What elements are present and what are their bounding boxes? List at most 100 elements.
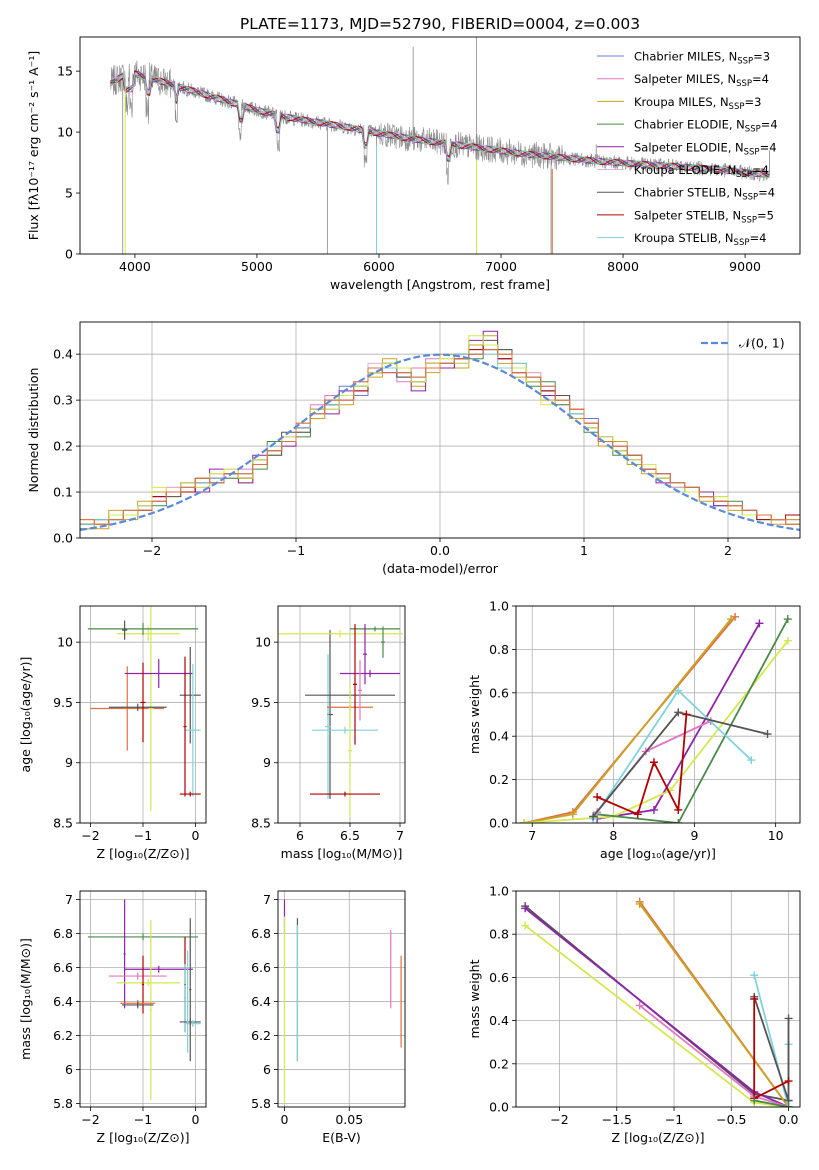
x-tick-label: 8 [609,828,617,843]
error-bar-point [124,659,193,688]
axes-frame [515,605,801,824]
error-bar-point [340,669,400,678]
error-bar-point [108,703,167,711]
axes-frame [515,890,801,1108]
y-tick-label: 9.5 [53,695,73,710]
error-bar-point [123,899,126,1009]
error-bar-point [140,662,146,743]
error-bar-point [87,622,199,635]
legend-label: Chabrier MILES, NSSP=3 [634,50,770,67]
y-tick-label: 8.5 [251,816,271,831]
error-bar-point [348,684,352,817]
legend-label: Chabrier ELODIE, NSSP=4 [634,118,778,135]
weight-marker [521,921,530,930]
y-tick-label: 0.6 [489,685,509,700]
x-tick-label: 0.05 [335,1112,363,1127]
x-tick-label: 0 [281,1112,289,1127]
error-bar-point [149,919,152,1101]
plot-area [87,899,201,1101]
x-tick-label: −2 [143,543,161,558]
x-tick-label: 7 [396,828,404,843]
error-bar-point [310,791,380,797]
x-tick-label: −0.5 [716,1112,746,1127]
y-tick-label: 6.2 [251,1028,271,1043]
axes-frame [79,321,801,539]
y-tick-label: 6.6 [251,960,271,975]
x-tick-label: 6.5 [340,828,360,843]
y-tick-label: 6.4 [251,994,271,1009]
y-tick-label: 0 [65,247,73,262]
y-tick-label: 0.0 [53,531,73,546]
x-tick-label: 0 [192,1112,200,1127]
weight-line [524,905,789,1102]
error-bar-point [353,624,357,745]
y-tick-label: 5.8 [251,1096,271,1111]
weight-marker [763,730,772,739]
y-tick-label: 7 [263,892,271,907]
y-tick-label: 5 [65,186,73,201]
weight-marker [755,619,764,628]
weight-marker [784,1077,793,1086]
weight-marker [674,686,683,695]
x-tick-label: −1.5 [602,1112,632,1127]
error-bar-point [148,606,154,811]
x-tick-label: 9000 [729,259,761,274]
x-axis-label: Z [log₁₀(Z/Z⊙)] [97,846,190,861]
panel-z_mass: −2 −1 0 5.8 6 6.2 6.4 6.6 6.8 7 Z [log₁₀(Z/Z⊙)] mas… [18,890,207,1145]
weight-marker [783,636,792,645]
x-tick-label: −1 [665,1112,683,1127]
x-tick-label: −2 [81,1112,99,1127]
weight-marker [593,792,602,801]
y-tick-label: 6.8 [251,926,271,941]
y-tick-label: 8.5 [53,816,73,831]
y-tick-label: 0.6 [489,970,509,985]
y-tick-label: 7 [65,892,73,907]
x-tick-label: 7000 [485,259,517,274]
x-axis-label: wavelength [Angstrom, rest frame] [330,277,550,292]
axes-frame [277,605,406,824]
error-bar-point [185,663,201,797]
error-bar-point [186,950,189,1053]
y-axis-label: mass weight [467,959,482,1038]
y-tick-label: 9.5 [251,695,271,710]
plot-area [110,37,770,254]
weight-marker [674,708,683,717]
error-bar-point [183,656,187,797]
plot-area [283,899,402,1104]
axes-frame [79,605,207,824]
panel-mass_age: 6 6.5 7 8.5 9 9.5 10 mass [log₁₀(M/M⊙)] [251,605,406,861]
weight-line [638,903,790,1107]
legend-label: Kroupa STELIB, NSSP=4 [634,231,766,248]
panel-age_weight: 7 8 9 10 0.0 0.2 0.4 0.6 0.8 1.0 age [log₁₀(age/yr… [467,599,801,861]
plot-area [87,606,201,811]
y-axis-label: Flux [fλ10⁻¹⁷ erg cm⁻² s⁻¹ A⁻¹] [26,51,41,240]
x-tick-label: 9 [691,828,699,843]
weight-marker [783,615,792,624]
plot-area [80,330,800,531]
error-bar-point [381,626,385,658]
y-tick-label: 10 [57,125,73,140]
weight-marker [633,810,642,819]
weight-marker [589,812,598,821]
y-tick-label: 6.4 [53,994,73,1009]
error-bar-point [363,624,367,685]
y-tick-label: 1.0 [489,599,509,614]
x-tick-label: −1 [134,1112,152,1127]
panel-spectrum: 4000 5000 6000 7000 8000 9000 0 5 10 15 wavelength… [26,36,801,292]
y-tick-label: 15 [57,64,73,79]
y-tick-label: 1.0 [489,884,509,899]
x-tick-label: 8000 [607,259,639,274]
y-tick-label: 0.0 [489,816,509,831]
y-tick-label: 0.8 [489,927,509,942]
x-tick-label: 2 [724,543,732,558]
legend: 𝒩(0, 1) [701,336,785,351]
y-axis-label: age [log₁₀(age/yr)] [18,657,33,773]
legend-label: Salpeter ELODIE, NSSP=4 [634,140,777,157]
error-bar-point [278,630,403,638]
y-tick-label: 6 [65,1062,73,1077]
y-axis-label: mass weight [467,675,482,754]
x-tick-label: 6 [296,828,304,843]
y-tick-label: 0.2 [489,1056,509,1071]
y-tick-label: 0.8 [489,642,509,657]
weight-marker [727,615,736,624]
